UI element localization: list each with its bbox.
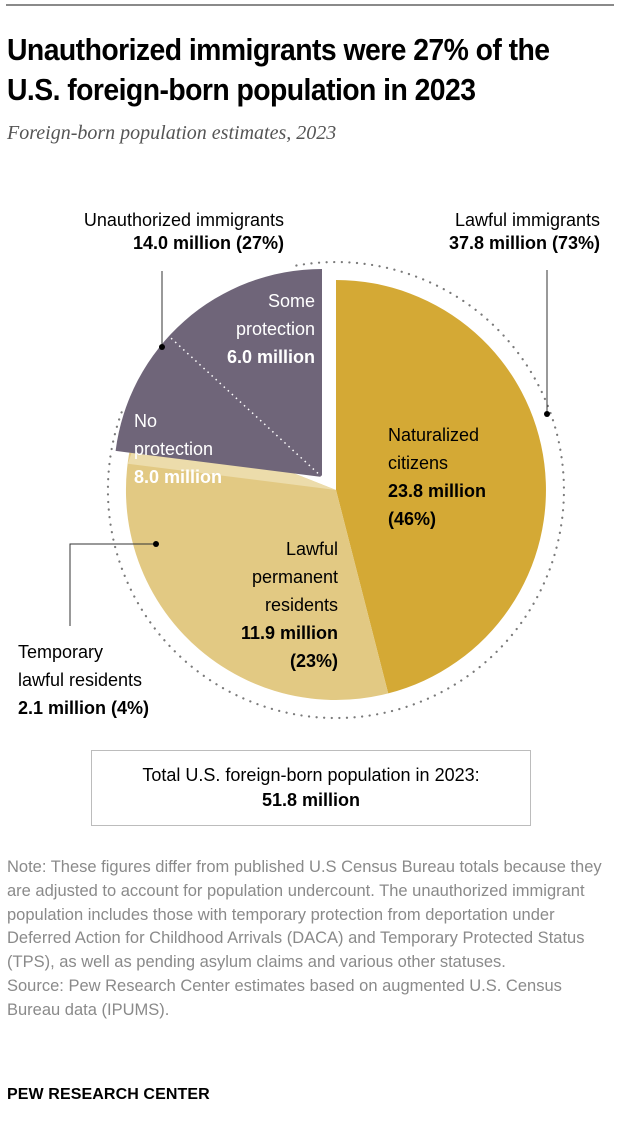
label-some-protection: Some protection 6.0 million [200,287,315,371]
label-lpr-line3: residents [264,595,338,615]
label-lpr-pct: (23%) [289,651,338,671]
lawful-group-arc [106,260,565,720]
label-lawful-value: 37.8 million (73%) [448,233,600,253]
leader-dot-lawful [544,411,550,417]
top-rule [6,4,614,6]
label-lpr-value: 11.9 million [240,623,338,643]
source-text: Source: Pew Research Center estimates ba… [7,976,562,1019]
label-some-protection-value: 6.0 million [226,347,315,367]
label-naturalized-pct: (46%) [388,509,437,529]
label-tlr-line2: lawful residents [18,670,143,690]
label-tlr: Temporary lawful residents 2.1 million (… [18,638,218,722]
label-lpr: Lawful permanent residents 11.9 million … [188,535,338,675]
leader-dot-unauthorized [159,344,165,350]
note-text: Note: These figures differ from publishe… [7,858,602,972]
label-no-protection-line2: protection [134,439,214,459]
label-no-protection-value: 8.0 million [134,467,223,487]
label-unauthorized-group: Unauthorized immigrants 14.0 million (27… [34,209,284,255]
label-lpr-line1: Lawful [285,539,338,559]
label-lawful-group: Lawful immigrants 37.8 million (73%) [350,209,600,255]
total-box: Total U.S. foreign-born population in 20… [91,750,531,826]
label-naturalized-value: 23.8 million [388,481,487,501]
label-naturalized: Naturalized citizens 23.8 million (46%) [388,421,528,533]
label-lawful-name: Lawful immigrants [454,210,600,230]
label-naturalized-line2: citizens [388,453,449,473]
brand-logo-text: PEW RESEARCH CENTER [7,1086,210,1103]
leader-tlr [69,543,156,626]
label-lpr-line2: permanent [251,567,338,587]
total-value: 51.8 million [261,790,361,810]
chart-subtitle: Foreign-born population estimates, 2023 [7,122,337,144]
slice-naturalized [336,280,546,694]
label-unauthorized-name: Unauthorized immigrants [83,210,284,230]
slice-unauthorized [115,268,322,477]
pie-chart [0,180,620,740]
label-tlr-line1: Temporary [18,642,104,662]
pie-svg [69,260,565,720]
label-some-protection-line1: Some [267,291,315,311]
label-naturalized-line1: Naturalized [388,425,480,445]
leader-dot-tlr [153,541,159,547]
label-some-protection-line2: protection [235,319,315,339]
label-no-protection: No protection 8.0 million [134,407,284,491]
slice-lpr [125,412,389,701]
label-tlr-value: 2.1 million (4%) [18,698,150,718]
chart-title: Unauthorized immigrants were 27% of the … [7,33,550,107]
notes: Note: These figures differ from publishe… [7,856,613,1023]
label-no-protection-line1: No [134,411,158,431]
total-label: Total U.S. foreign-born population in 20… [142,765,480,785]
label-unauthorized-value: 14.0 million (27%) [132,233,284,253]
